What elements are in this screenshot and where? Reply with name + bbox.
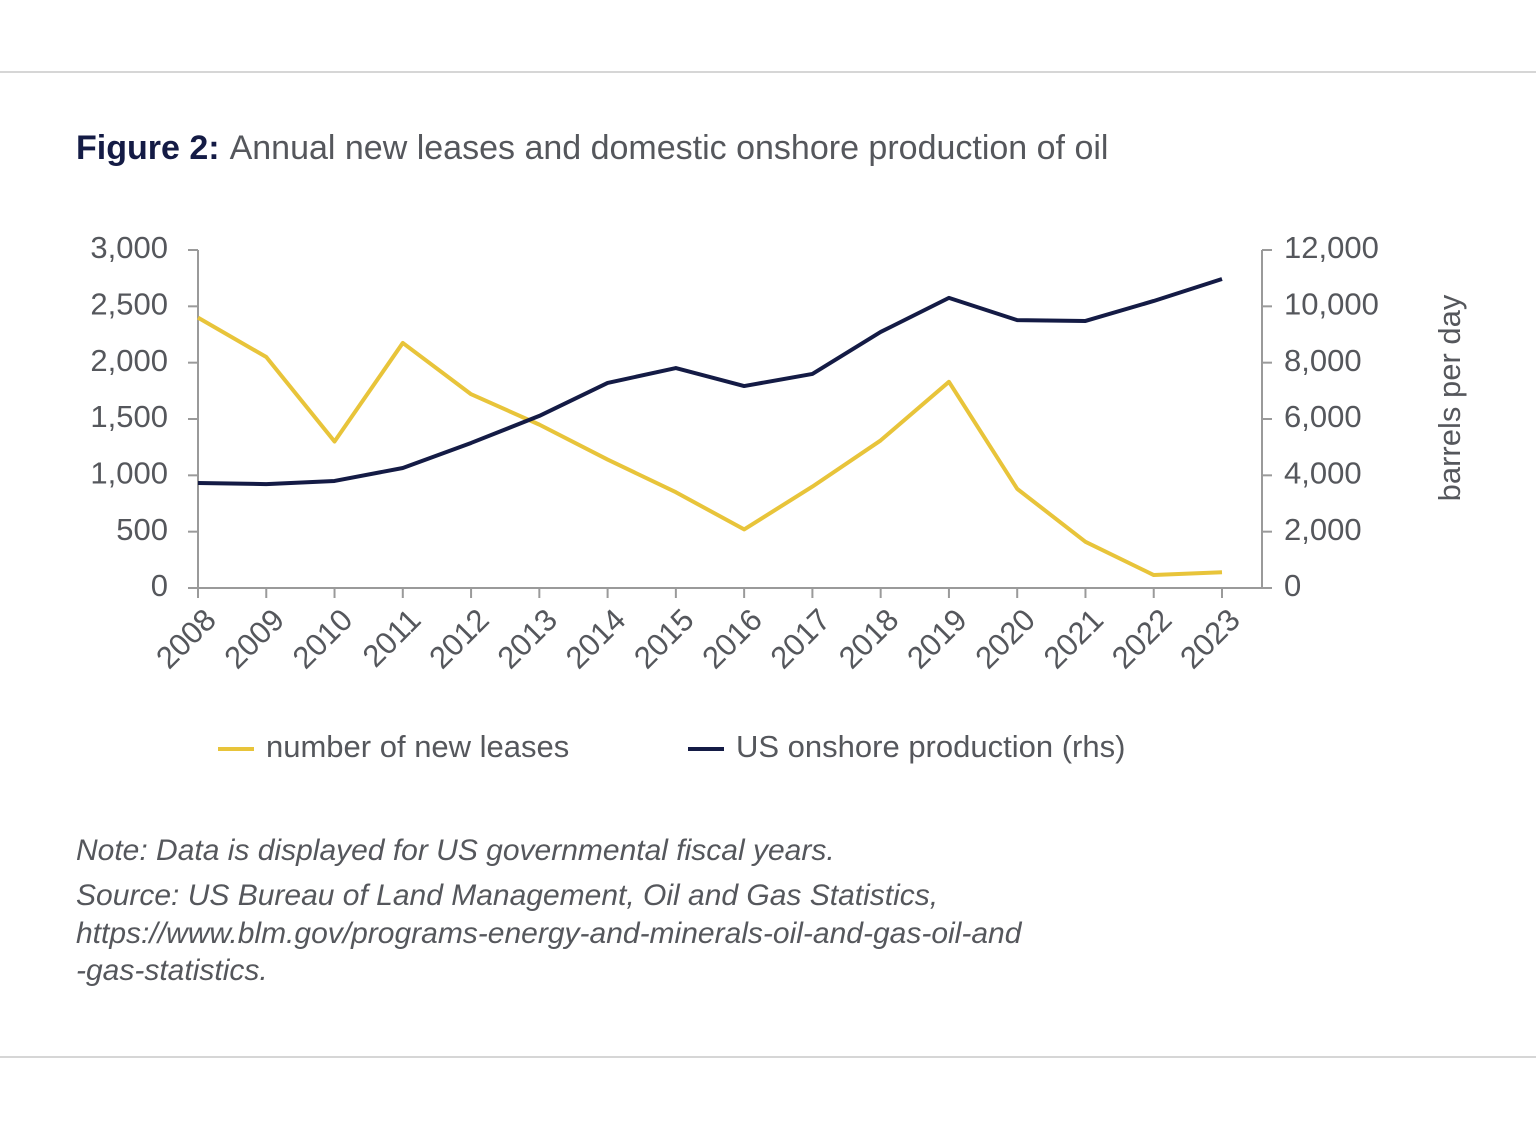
x-tick-label: 2008: [149, 602, 223, 676]
y2-tick-label: 10,000: [1284, 287, 1379, 322]
y-tick-label: 500: [116, 512, 168, 547]
legend-label: US onshore production (rhs): [736, 729, 1125, 764]
y-tick-label: 0: [151, 568, 168, 603]
y2-tick-label: 12,000: [1284, 230, 1379, 265]
x-tick-label: 2011: [356, 602, 428, 674]
series-line: [196, 315, 1223, 578]
x-tick-label: 2022: [1105, 602, 1179, 676]
x-tick-label: 2019: [900, 602, 974, 676]
title-text: Annual new leases and domestic onshore p…: [230, 129, 1109, 167]
x-tick-label: 2020: [968, 602, 1042, 676]
y2-tick-label: 0: [1284, 568, 1301, 603]
x-tick-label: 2015: [627, 602, 701, 676]
x-tick-label: 2016: [695, 602, 769, 676]
title-label: Figure 2:: [76, 129, 220, 167]
y-tick-label: 2,000: [90, 343, 168, 378]
y2-axis-label: barrels per day: [1432, 294, 1467, 501]
y2-tick-label: 2,000: [1284, 512, 1362, 547]
x-tick-label: 2021: [1037, 602, 1111, 676]
note: -gas-statistics.: [76, 954, 268, 987]
y-tick-label: 3,000: [90, 230, 168, 265]
x-tick-label: 2014: [559, 602, 633, 676]
x-tick-label: 2018: [832, 602, 906, 676]
x-tick-label: 2009: [217, 602, 291, 676]
y-tick-label: 2,500: [90, 287, 168, 322]
note: Note: Data is displayed for US governmen…: [76, 834, 835, 867]
series-line: [197, 277, 1223, 487]
note: Source: US Bureau of Land Management, Oi…: [76, 879, 938, 912]
x-tick-label: 2017: [764, 602, 838, 676]
note: https://www.blm.gov/programs-energy-and-…: [76, 917, 1023, 950]
legend-label: number of new leases: [266, 729, 569, 764]
y2-tick-label: 6,000: [1284, 399, 1362, 434]
chart-title: Figure 2: Annual new leases and domestic …: [76, 129, 1108, 167]
y-tick-label: 1,000: [90, 456, 168, 491]
y2-tick-label: 4,000: [1284, 456, 1362, 491]
x-tick-label: 2013: [491, 602, 565, 676]
x-tick-label: 2012: [422, 602, 496, 676]
y2-tick-label: 8,000: [1284, 343, 1362, 378]
x-tick-label: 2010: [286, 602, 360, 676]
y-tick-label: 1,500: [90, 399, 168, 434]
x-tick-label: 2023: [1173, 602, 1247, 676]
